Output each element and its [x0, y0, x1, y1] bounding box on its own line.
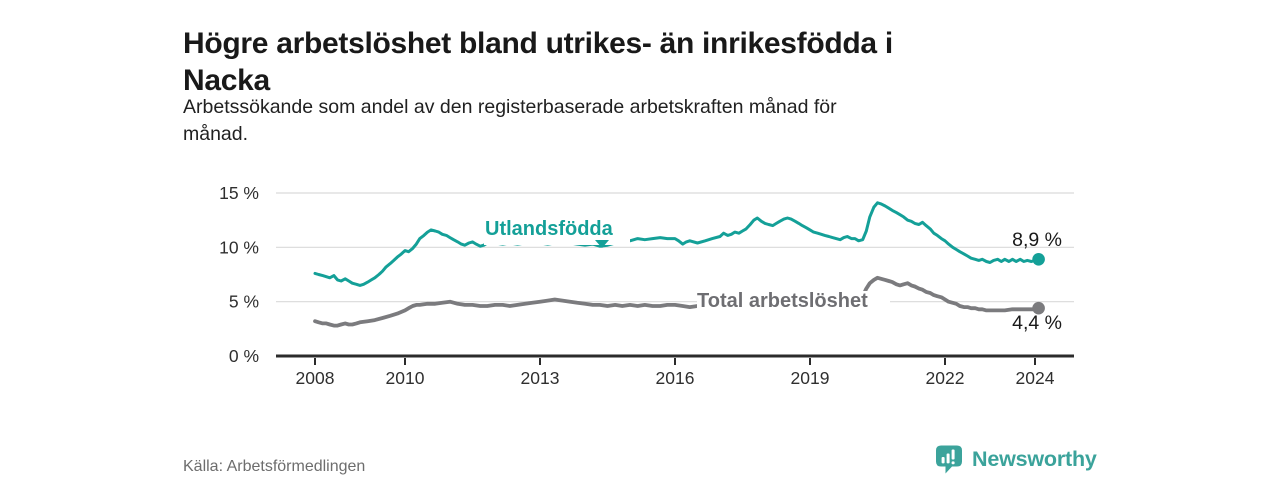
- brand-name: Newsworthy: [972, 447, 1097, 471]
- x-tick-label: 2024: [1016, 368, 1055, 388]
- end-value-label-total: 4,4 %: [1012, 312, 1062, 334]
- series-label-pointer-triangle-icon: [595, 240, 609, 248]
- series-label-total-arbetsloshet: Total arbetslöshet: [697, 290, 868, 312]
- series-end-dot-total: [1032, 301, 1045, 315]
- series-label-mask: [697, 291, 890, 312]
- chart-subtitle-line-2: månad.: [183, 123, 249, 145]
- y-tick-label: 10 %: [219, 237, 259, 257]
- page-title-line-1: Högre arbetslöshet bland utrikes- än inr…: [183, 27, 893, 61]
- chart-subtitle: Arbetssökande som andel av den registerb…: [183, 94, 1063, 148]
- y-tick-label: 5 %: [229, 292, 259, 312]
- x-tick-label: 2010: [386, 368, 425, 388]
- x-tick-label: 2013: [521, 368, 560, 388]
- end-value-label-utlandsfodda: 8,9 %: [1012, 229, 1062, 251]
- x-tick-label: 2016: [656, 368, 695, 388]
- series-line-utlandsfodda: [313, 201, 1041, 287]
- chart-subtitle-line-1: Arbetssökande som andel av den registerb…: [183, 96, 837, 118]
- page-title: Högre arbetslöshet bland utrikes- än inr…: [183, 25, 1123, 99]
- page-title-line-2: Nacka: [183, 64, 270, 98]
- source-note: Källa: Arbetsförmedlingen: [183, 458, 366, 475]
- x-tick-label: 2008: [296, 368, 335, 388]
- y-tick-label: 15 %: [219, 183, 259, 203]
- series-end-dot-utlandsfodda: [1032, 252, 1045, 266]
- y-tick-label: 0 %: [229, 346, 259, 366]
- x-tick-label: 2022: [926, 368, 965, 388]
- newsworthy-speech-bubble-barchart-icon: [936, 445, 962, 474]
- series-label-utlandsfodda: Utlandsfödda: [485, 218, 613, 240]
- newsworthy-logo: Newsworthy: [933, 443, 1097, 476]
- x-tick-label: 2019: [791, 368, 830, 388]
